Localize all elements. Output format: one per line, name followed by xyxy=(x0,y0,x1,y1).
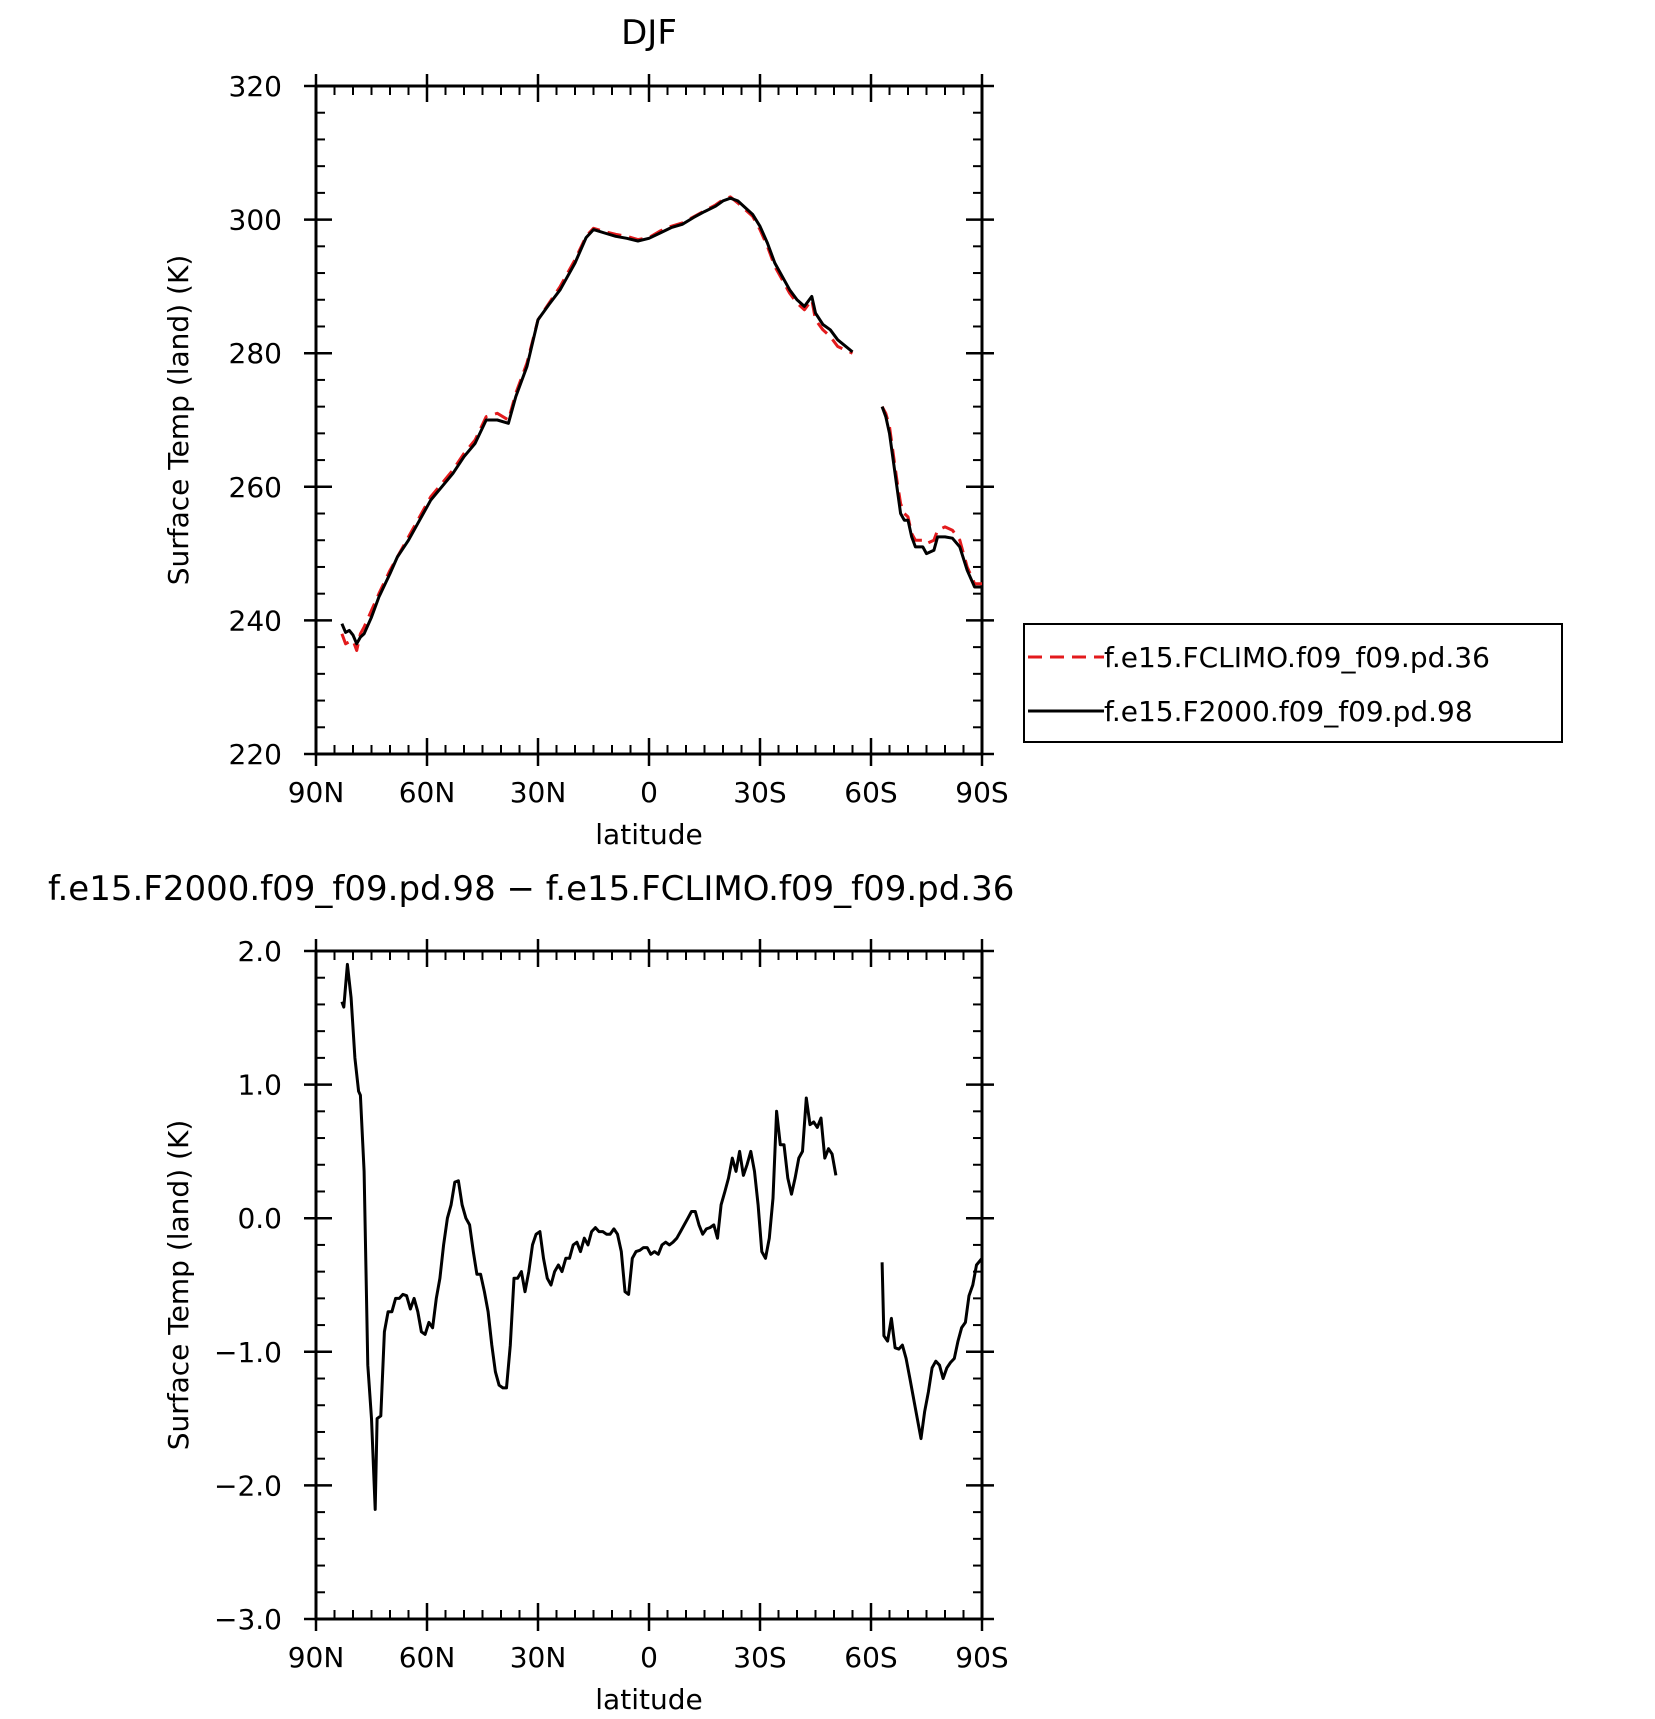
y-tick-label: 0.0 xyxy=(237,1202,282,1235)
x-tick-label: 30S xyxy=(733,1641,786,1674)
y-tick-label: 2.0 xyxy=(237,935,282,968)
y-tick-label: 320 xyxy=(229,70,282,103)
x-tick-label: 30N xyxy=(510,776,567,809)
x-axis-label: latitude xyxy=(595,1683,702,1716)
x-tick-label: 60N xyxy=(399,1641,456,1674)
y-tick-label: −1.0 xyxy=(214,1336,282,1369)
y-axis-label: Surface Temp (land) (K) xyxy=(162,255,195,586)
x-tick-label: 30S xyxy=(733,776,786,809)
minor-ticks xyxy=(316,86,982,754)
top-panel: DJF 90N 60N 30N 0 30S 60S 90S 220 240 260 280 300 320… xyxy=(162,13,1563,851)
series-line xyxy=(880,1257,984,1441)
y-axis-label: Surface Temp (land) (K) xyxy=(162,1120,195,1451)
y-tick-label: 220 xyxy=(229,738,282,771)
plot-frame xyxy=(314,84,984,756)
chart-title: f.e15.F2000.f09_f09.pd.98 − f.e15.FCLIMO… xyxy=(48,869,1014,909)
bottom-panel: f.e15.F2000.f09_f09.pd.98 − f.e15.FCLIMO… xyxy=(48,869,1014,1716)
x-tick-label: 30N xyxy=(510,1641,567,1674)
series-line xyxy=(340,962,838,1511)
x-tick-label: 0 xyxy=(640,1641,658,1674)
x-axis-label: latitude xyxy=(595,818,702,851)
x-tick-label: 90N xyxy=(288,1641,345,1674)
legend-label: f.e15.F2000.f09_f09.pd.98 xyxy=(1104,695,1473,728)
y-tick-label: 300 xyxy=(229,204,282,237)
plot-frame xyxy=(314,949,984,1621)
y-tick-label: −2.0 xyxy=(214,1469,282,1502)
x-tick-label: 60N xyxy=(399,776,456,809)
x-tick-label: 60S xyxy=(844,1641,897,1674)
y-tick-label: 1.0 xyxy=(237,1069,282,1102)
x-tick-label: 90N xyxy=(288,776,345,809)
series-line xyxy=(340,196,854,646)
y-tick-label: 280 xyxy=(229,337,282,370)
legend-label: f.e15.FCLIMO.f09_f09.pd.36 xyxy=(1104,641,1490,674)
y-tick-label: 240 xyxy=(229,604,282,637)
x-tick-label: 90S xyxy=(955,776,1008,809)
x-tick-label: 60S xyxy=(844,776,897,809)
y-tick-label: −3.0 xyxy=(214,1603,282,1636)
x-tick-label: 0 xyxy=(640,776,658,809)
minor-ticks xyxy=(316,951,982,1619)
x-tick-label: 90S xyxy=(955,1641,1008,1674)
legend: f.e15.FCLIMO.f09_f09.pd.36 f.e15.F2000.f0… xyxy=(1023,623,1563,743)
chart-title: DJF xyxy=(621,13,677,53)
y-tick-label: 260 xyxy=(229,471,282,504)
legend-box xyxy=(1023,623,1563,743)
series-line xyxy=(880,406,982,589)
